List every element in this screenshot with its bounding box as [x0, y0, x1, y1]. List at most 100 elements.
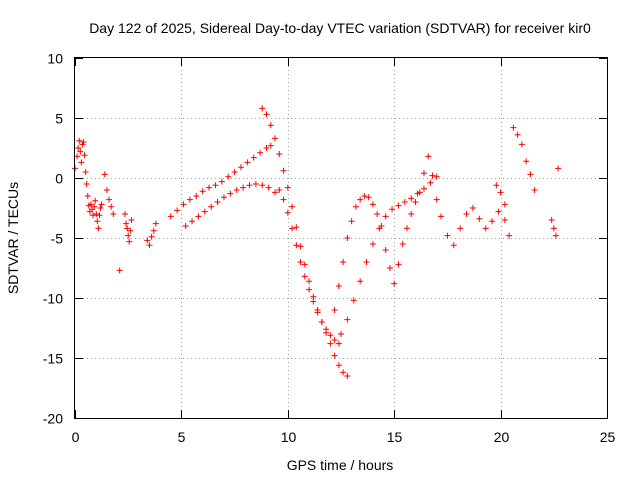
data-point [91, 203, 98, 210]
data-point [212, 182, 219, 189]
series-rising-track-a [167, 142, 274, 220]
data-point [108, 203, 115, 210]
data-point [144, 237, 151, 244]
data-point [506, 232, 513, 239]
data-point [469, 205, 476, 211]
data-point [363, 259, 370, 265]
data-point [272, 135, 279, 142]
data-point [244, 159, 251, 166]
series-start-cluster [72, 137, 105, 232]
data-point [257, 149, 264, 156]
data-point [237, 164, 244, 171]
data-point [208, 203, 215, 210]
data-point [289, 203, 296, 210]
data-point [401, 199, 408, 205]
data-point [267, 142, 274, 149]
data-point [90, 212, 97, 219]
data-point [103, 187, 110, 193]
data-point [476, 215, 483, 222]
x-tick-label: 20 [494, 429, 510, 445]
y-tick-label: 5 [55, 111, 63, 127]
data-points [72, 105, 562, 379]
data-point [276, 151, 283, 157]
data-point [335, 340, 342, 347]
data-point [395, 261, 402, 268]
data-point [331, 352, 338, 359]
data-point [76, 137, 83, 144]
series-late-tracks [493, 124, 562, 239]
series-recovery-track-2 [331, 193, 385, 313]
data-point [78, 159, 85, 166]
data-point [416, 189, 423, 196]
y-tick-label: -20 [43, 411, 63, 427]
data-point [195, 213, 202, 220]
x-tick-label: 25 [600, 429, 616, 445]
data-point [365, 194, 372, 201]
data-point [497, 189, 504, 196]
data-point [297, 259, 304, 265]
data-point [94, 218, 101, 225]
data-point [152, 220, 159, 227]
data-point [391, 280, 398, 287]
y-tick-label: 10 [47, 51, 63, 67]
plot-frame [74, 57, 608, 419]
data-point [438, 213, 445, 220]
data-point [80, 139, 87, 145]
data-point [146, 242, 153, 249]
data-point [218, 178, 225, 185]
data-point [267, 122, 274, 129]
data-point [75, 145, 82, 151]
data-point [74, 153, 81, 160]
data-point [550, 225, 557, 232]
data-point [167, 213, 174, 220]
data-point [382, 213, 389, 220]
data-point [444, 232, 451, 239]
data-point [433, 173, 440, 180]
data-point [214, 199, 221, 205]
data-point [331, 307, 338, 313]
data-point [514, 131, 521, 138]
data-point [97, 205, 104, 211]
chart-title: Day 122 of 2025, Sidereal Day-to-day VTE… [89, 20, 591, 36]
data-point [272, 189, 279, 196]
data-point [106, 196, 113, 203]
data-point [93, 211, 100, 217]
data-point [338, 331, 344, 337]
data-point [420, 170, 427, 177]
data-point [101, 171, 108, 178]
data-point [240, 184, 247, 191]
data-point [96, 212, 103, 219]
data-point [555, 165, 562, 172]
data-point [425, 153, 432, 160]
data-point [531, 187, 538, 193]
data-point [523, 158, 530, 165]
data-point [284, 184, 291, 191]
data-point [552, 232, 559, 239]
data-point [369, 241, 376, 247]
data-point [457, 225, 464, 232]
data-point [386, 265, 393, 271]
data-point [116, 267, 123, 274]
data-point [125, 232, 132, 239]
data-point [357, 278, 364, 285]
data-point [340, 369, 347, 376]
data-point [301, 261, 308, 268]
data-point [148, 233, 155, 240]
data-point [314, 309, 321, 316]
data-point [518, 141, 525, 148]
data-point [501, 217, 508, 223]
series-falling-track [259, 105, 351, 379]
data-point [227, 190, 234, 197]
data-point [83, 181, 90, 187]
data-point [420, 185, 427, 192]
data-point [408, 211, 415, 217]
data-point [412, 199, 419, 205]
data-point [361, 193, 368, 199]
data-point [259, 182, 266, 189]
data-point [126, 238, 133, 245]
series-rising-track-b [182, 181, 279, 229]
data-point [81, 152, 88, 159]
series-early-segments [101, 171, 159, 274]
